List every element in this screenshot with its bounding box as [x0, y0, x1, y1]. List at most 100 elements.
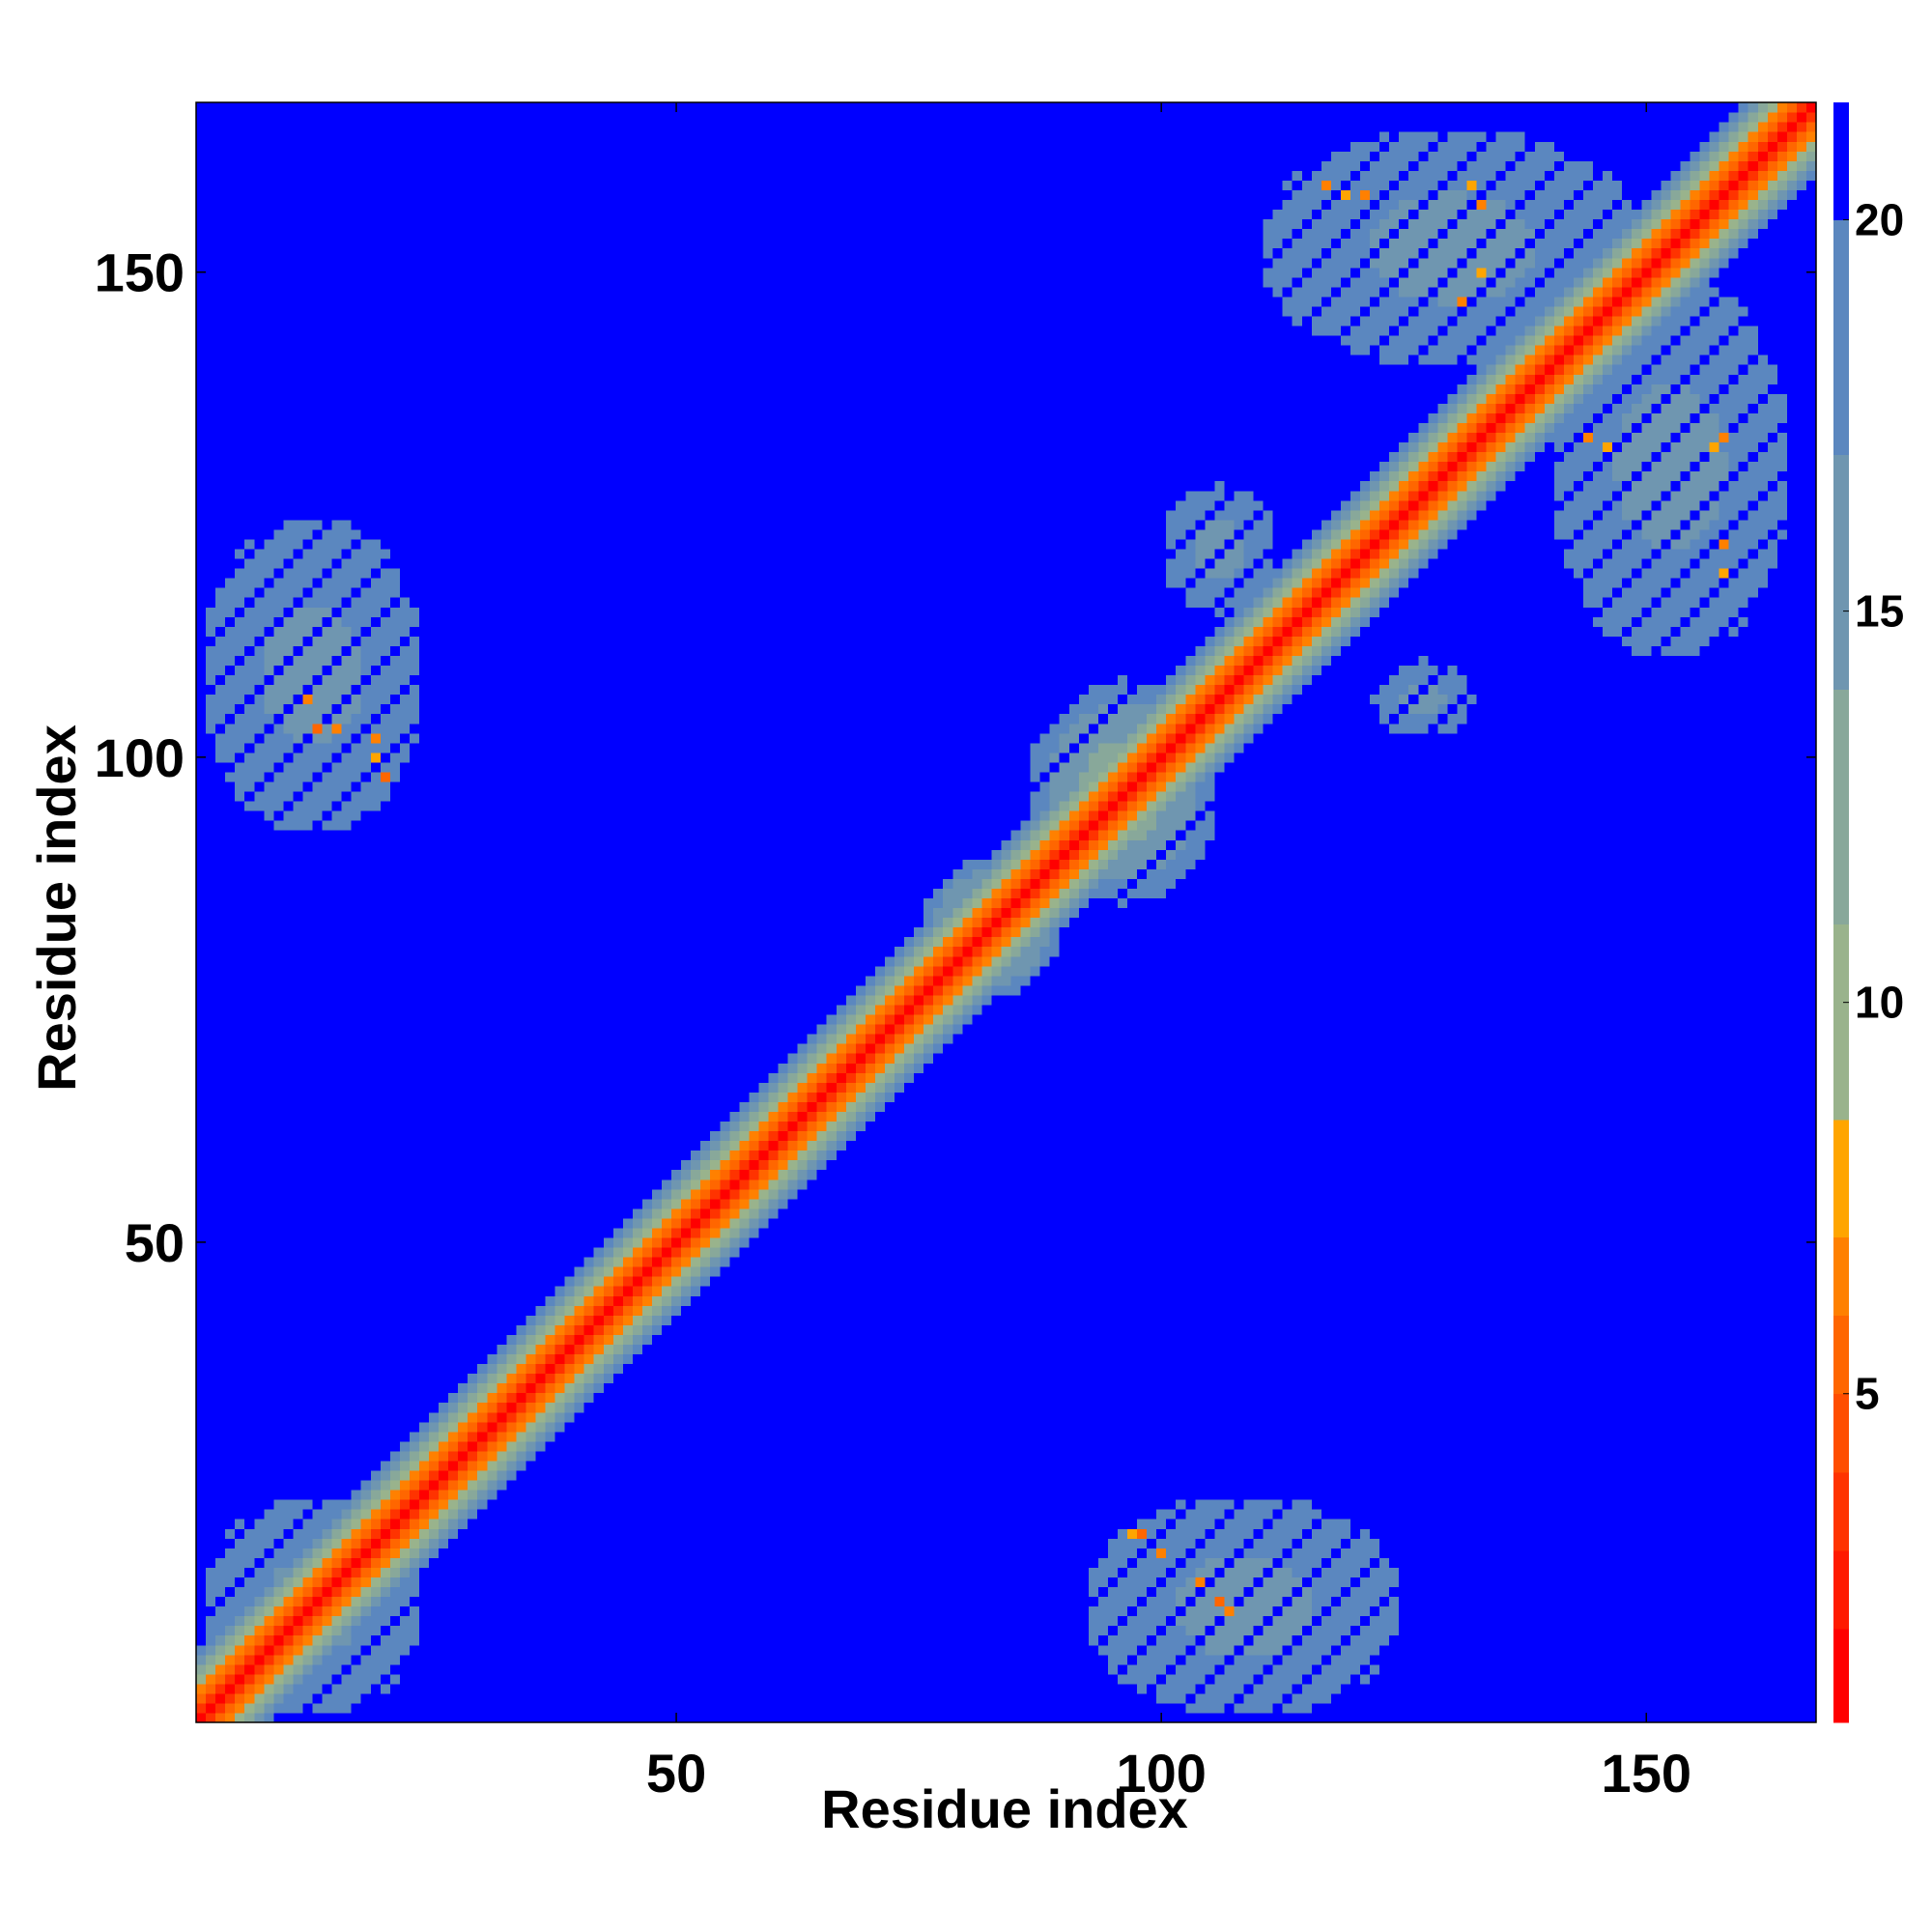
heatmap-cell [458, 1353, 469, 1365]
heatmap-cell [331, 461, 343, 472]
heatmap-cell [322, 1315, 333, 1325]
heatmap-cell [477, 490, 488, 501]
heatmap-cell [302, 587, 314, 598]
heatmap-cell [312, 1692, 324, 1704]
heatmap-cell [302, 1382, 314, 1394]
heatmap-cell [351, 839, 362, 850]
heatmap-cell [196, 218, 207, 230]
heatmap-cell [273, 1469, 284, 1481]
heatmap-cell [273, 180, 284, 190]
heatmap-cell [351, 286, 362, 298]
heatmap-cell [302, 1489, 314, 1500]
heatmap-cell [293, 305, 304, 317]
heatmap-cell [418, 1063, 430, 1073]
heatmap-cell [370, 490, 382, 501]
heatmap-cell [477, 1411, 488, 1423]
heatmap-cell [206, 665, 216, 676]
heatmap-cell [418, 1382, 430, 1394]
heatmap-cell [341, 189, 353, 201]
heatmap-cell [264, 1489, 274, 1500]
heatmap-cell [448, 1227, 459, 1238]
heatmap-cell [341, 102, 353, 113]
heatmap-cell [429, 1557, 440, 1568]
heatmap-cell [244, 170, 255, 181]
heatmap-cell [380, 480, 391, 492]
heatmap-cell [418, 1596, 430, 1607]
heatmap-cell [380, 703, 391, 715]
heatmap-cell [254, 238, 265, 249]
heatmap-cell [370, 1169, 382, 1180]
heatmap-cell [341, 1353, 353, 1365]
heatmap-cell [409, 1382, 420, 1394]
heatmap-cell [458, 1053, 469, 1064]
heatmap-cell [322, 374, 333, 384]
heatmap-cell [235, 1276, 245, 1287]
heatmap-cell [448, 1499, 459, 1510]
heatmap-cell [477, 616, 488, 627]
heatmap-cell [409, 228, 420, 240]
heatmap-cell [380, 470, 391, 482]
heatmap-cell [418, 781, 430, 792]
heatmap-cell [206, 607, 216, 617]
heatmap-cell [448, 1053, 459, 1064]
heatmap-cell [439, 1295, 449, 1306]
heatmap-cell [429, 1344, 440, 1355]
heatmap-cell [389, 1586, 401, 1598]
heatmap-cell [206, 480, 216, 492]
heatmap-cell [283, 490, 295, 501]
heatmap-cell [293, 1596, 304, 1607]
heatmap-cell [196, 228, 207, 240]
heatmap-cell [360, 1663, 372, 1675]
heatmap-cell [458, 1548, 469, 1558]
heatmap-cell [264, 548, 274, 559]
heatmap-cell [429, 568, 440, 579]
heatmap-cell [244, 742, 255, 753]
heatmap-cell [458, 1489, 469, 1500]
heatmap-cell [370, 975, 382, 986]
heatmap-cell [244, 1315, 255, 1325]
heatmap-cell [429, 1363, 440, 1375]
heatmap-cell [380, 247, 391, 259]
heatmap-cell [468, 1654, 478, 1665]
heatmap-cell [468, 470, 478, 482]
heatmap-cell [322, 1246, 333, 1258]
heatmap-cell [273, 112, 284, 123]
heatmap-cell [206, 801, 216, 811]
heatmap-cell [235, 364, 245, 375]
heatmap-cell [283, 1469, 295, 1481]
heatmap-cell [196, 1217, 207, 1229]
heatmap-cell [418, 1577, 430, 1588]
heatmap-cell [235, 926, 245, 938]
heatmap-cell [380, 490, 391, 501]
heatmap-cell [380, 102, 391, 113]
heatmap-cell [409, 1431, 420, 1442]
heatmap-cell [380, 752, 391, 763]
heatmap-cell [458, 878, 469, 889]
heatmap-cell [206, 1169, 216, 1180]
heatmap-cell [273, 1063, 284, 1073]
heatmap-cell [293, 112, 304, 123]
heatmap-cell [254, 1227, 265, 1238]
heatmap-cell [293, 509, 304, 521]
heatmap-cell [273, 170, 284, 181]
heatmap-cell [351, 878, 362, 889]
heatmap-cell [341, 1469, 353, 1481]
heatmap-cell [283, 1519, 295, 1529]
heatmap-cell [399, 907, 411, 919]
heatmap-cell [225, 315, 236, 327]
heatmap-cell [273, 907, 284, 919]
heatmap-cell [468, 790, 478, 802]
heatmap-cell [389, 131, 401, 142]
heatmap-cell [448, 1548, 459, 1558]
heatmap-cell [341, 1344, 353, 1355]
heatmap-cell [235, 557, 245, 569]
heatmap-cell [322, 1111, 333, 1122]
heatmap-cell [409, 209, 420, 220]
heatmap-cell [418, 499, 430, 511]
heatmap-cell [409, 1548, 420, 1558]
heatmap-cell [389, 441, 401, 453]
heatmap-cell [448, 296, 459, 307]
heatmap-cell [409, 1334, 420, 1345]
heatmap-cell [273, 393, 284, 404]
heatmap-cell [458, 1586, 469, 1598]
